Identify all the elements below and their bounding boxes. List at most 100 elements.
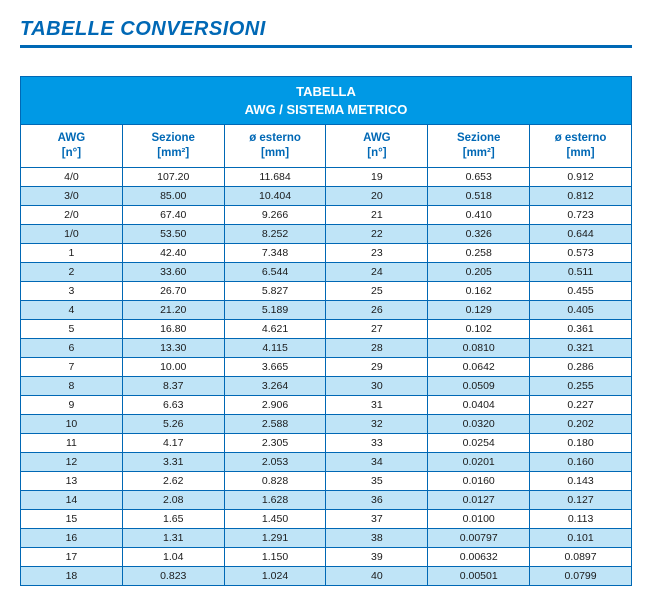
col-label: AWG [23, 131, 120, 146]
table-cell: 26 [326, 300, 428, 319]
table-cell: 0.321 [530, 338, 632, 357]
table-row: 142.081.628360.01270.127 [21, 490, 632, 509]
table-cell: 3.264 [224, 376, 326, 395]
table-cell: 0.00632 [428, 547, 530, 566]
table-cell: 16.80 [122, 319, 224, 338]
table-cell: 21.20 [122, 300, 224, 319]
col-awg-left: AWG [n°] [21, 125, 123, 168]
table-cell: 0.410 [428, 205, 530, 224]
table-cell: 0.202 [530, 414, 632, 433]
table-row: 161.311.291380.007970.101 [21, 528, 632, 547]
col-label: ø esterno [532, 131, 629, 146]
table-cell: 40 [326, 566, 428, 585]
table-cell: 3.31 [122, 452, 224, 471]
table-cell: 0.0509 [428, 376, 530, 395]
table-cell: 0.127 [530, 490, 632, 509]
table-cell: 38 [326, 528, 428, 547]
table-row: 132.620.828350.01600.143 [21, 471, 632, 490]
table-cell: 1.31 [122, 528, 224, 547]
table-cell: 3.665 [224, 357, 326, 376]
table-cell: 2.588 [224, 414, 326, 433]
table-cell: 0.227 [530, 395, 632, 414]
table-cell: 0.723 [530, 205, 632, 224]
table-cell: 6.63 [122, 395, 224, 414]
table-cell: 9 [21, 395, 123, 414]
table-cell: 0.912 [530, 167, 632, 186]
table-cell: 0.180 [530, 433, 632, 452]
table-title-row: TABELLA AWG / SISTEMA METRICO [21, 77, 632, 125]
table-cell: 21 [326, 205, 428, 224]
table-cell: 27 [326, 319, 428, 338]
table-cell: 0.0201 [428, 452, 530, 471]
table-row: 4/0107.2011.684190.6530.912 [21, 167, 632, 186]
table-cell: 7.348 [224, 243, 326, 262]
table-cell: 0.00501 [428, 566, 530, 585]
table-cell: 0.0100 [428, 509, 530, 528]
col-unit: [mm²] [430, 146, 527, 161]
table-cell: 28 [326, 338, 428, 357]
table-title-cell: TABELLA AWG / SISTEMA METRICO [21, 77, 632, 125]
col-unit: [n°] [23, 146, 120, 161]
table-cell: 42.40 [122, 243, 224, 262]
table-cell: 1.291 [224, 528, 326, 547]
table-cell: 1.628 [224, 490, 326, 509]
table-cell: 0.653 [428, 167, 530, 186]
table-row: 516.804.621270.1020.361 [21, 319, 632, 338]
table-cell: 0.0810 [428, 338, 530, 357]
col-unit: [mm] [532, 146, 629, 161]
table-cell: 2.906 [224, 395, 326, 414]
table-cell: 3/0 [21, 186, 123, 205]
table-cell: 0.205 [428, 262, 530, 281]
col-diam-left: ø esterno [mm] [224, 125, 326, 168]
table-cell: 0.455 [530, 281, 632, 300]
table-cell: 4/0 [21, 167, 123, 186]
table-cell: 5.827 [224, 281, 326, 300]
table-cell: 10.404 [224, 186, 326, 205]
table-cell: 1.150 [224, 547, 326, 566]
table-body: 4/0107.2011.684190.6530.9123/085.0010.40… [21, 167, 632, 585]
table-cell: 0.644 [530, 224, 632, 243]
table-cell: 0.0404 [428, 395, 530, 414]
table-row: 613.304.115280.08100.321 [21, 338, 632, 357]
table-cell: 5 [21, 319, 123, 338]
table-row: 142.407.348230.2580.573 [21, 243, 632, 262]
table-title-line2: AWG / SISTEMA METRICO [25, 101, 627, 119]
table-cell: 19 [326, 167, 428, 186]
table-cell: 0.160 [530, 452, 632, 471]
table-cell: 35 [326, 471, 428, 490]
table-title-line1: TABELLA [25, 83, 627, 101]
table-cell: 39 [326, 547, 428, 566]
table-cell: 0.573 [530, 243, 632, 262]
table-cell: 10.00 [122, 357, 224, 376]
table-cell: 0.255 [530, 376, 632, 395]
table-row: 123.312.053340.02010.160 [21, 452, 632, 471]
table-cell: 36 [326, 490, 428, 509]
table-row: 3/085.0010.404200.5180.812 [21, 186, 632, 205]
table-cell: 24 [326, 262, 428, 281]
table-cell: 0.0254 [428, 433, 530, 452]
table-cell: 6 [21, 338, 123, 357]
table-cell: 13.30 [122, 338, 224, 357]
table-cell: 2.053 [224, 452, 326, 471]
table-cell: 6.544 [224, 262, 326, 281]
table-cell: 0.511 [530, 262, 632, 281]
table-cell: 1.04 [122, 547, 224, 566]
col-sezione-left: Sezione [mm²] [122, 125, 224, 168]
page-title: TABELLE CONVERSIONI [20, 18, 632, 48]
table-cell: 0.129 [428, 300, 530, 319]
table-cell: 22 [326, 224, 428, 243]
table-cell: 3 [21, 281, 123, 300]
table-cell: 0.518 [428, 186, 530, 205]
col-label: AWG [328, 131, 425, 146]
table-cell: 13 [21, 471, 123, 490]
table-cell: 0.00797 [428, 528, 530, 547]
table-row: 233.606.544240.2050.511 [21, 262, 632, 281]
table-cell: 25 [326, 281, 428, 300]
table-cell: 18 [21, 566, 123, 585]
table-cell: 16 [21, 528, 123, 547]
table-cell: 17 [21, 547, 123, 566]
table-cell: 0.0799 [530, 566, 632, 585]
table-cell: 0.0127 [428, 490, 530, 509]
table-cell: 37 [326, 509, 428, 528]
table-cell: 53.50 [122, 224, 224, 243]
